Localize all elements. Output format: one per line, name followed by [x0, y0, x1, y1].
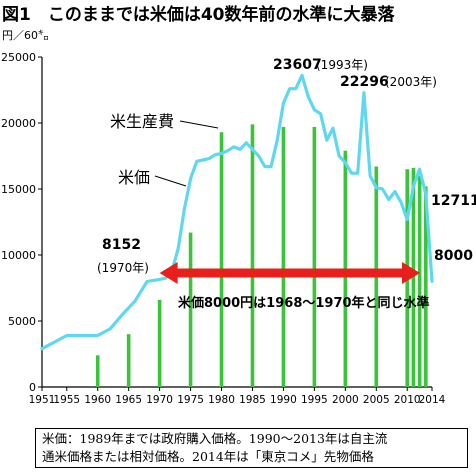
cost-bar: [95, 355, 100, 387]
y-tick-label: 25000: [1, 51, 36, 64]
price-leader-line: [154, 175, 187, 187]
price-line: [40, 73, 434, 351]
arrow-head-right: [402, 262, 420, 284]
x-tick-label: 1995: [301, 394, 328, 406]
x-tick-label: 1965: [115, 394, 142, 406]
cost-bar: [188, 232, 193, 387]
arrow-shaft: [173, 268, 406, 278]
y-tick-label: 10000: [1, 249, 36, 262]
cost-bar: [312, 126, 317, 388]
x-tick-label: 2014: [419, 394, 446, 406]
x-tick-label: 1960: [84, 394, 111, 406]
y-tick-label: 5000: [8, 315, 36, 328]
series-label-cost: 米生産費: [110, 112, 174, 131]
cost-bar: [424, 186, 428, 387]
note-box: 米価：1989年までは政府購入価格。1990～2013年は自主流 通米価格または…: [35, 428, 468, 468]
x-tick-label: 1975: [177, 394, 204, 406]
peak-1993-value: 23607: [273, 57, 322, 73]
x-tick-label: 2010: [394, 394, 421, 406]
arrow-label: 米価8000円は1968～1970年と同じ水準: [178, 295, 430, 311]
cost-bar: [219, 132, 224, 387]
level-arrow: [159, 262, 420, 284]
cost-bar: [281, 126, 286, 388]
price-line-path: [40, 73, 434, 351]
x-tick-label: 1970: [146, 394, 173, 406]
peak-1993-year: (1993年): [316, 58, 368, 72]
y-tick-label: 20000: [1, 117, 36, 130]
unit-label: 円／60㌔: [2, 29, 49, 42]
start-1970-year: (1970年): [97, 261, 149, 275]
cost-bar: [411, 167, 416, 387]
cost-bar: [157, 299, 162, 387]
series-label-price: 米価: [118, 168, 150, 187]
peak-2003-value: 22296: [340, 74, 389, 90]
x-tick-label: 1980: [208, 394, 235, 406]
note-line-2: 通米価格または相対価格。2014年は「東京コメ」先物価格: [42, 449, 374, 464]
x-tick-label: 2000: [332, 394, 359, 406]
arrow-head-left: [159, 262, 178, 284]
note-line-1: 米価：1989年までは政府購入価格。1990～2013年は自主流: [42, 431, 388, 446]
value-2013: 12711: [431, 193, 476, 209]
cost-leader-line: [179, 120, 219, 129]
y-axis: 0 5000 10000 15000 20000 25000: [1, 51, 43, 394]
cost-bar: [250, 124, 255, 387]
x-tick-label: 1990: [270, 394, 297, 406]
x-tick-label: 1985: [239, 394, 266, 406]
y-tick-label: 15000: [1, 183, 36, 196]
chart-title: 図1 このままでは米価は40数年前の水準に大暴落: [2, 4, 395, 25]
start-1970-value: 8152: [102, 237, 141, 253]
y-tick-label: 0: [29, 381, 36, 394]
cost-bar: [126, 334, 131, 387]
value-2014: 8000: [434, 248, 473, 264]
x-tick-label: 1951: [29, 394, 56, 406]
peak-2003-year: (2003年): [385, 75, 437, 89]
x-tick-label: 2005: [363, 394, 390, 406]
cost-bar: [417, 175, 422, 387]
x-tick-label: 1955: [53, 394, 80, 406]
